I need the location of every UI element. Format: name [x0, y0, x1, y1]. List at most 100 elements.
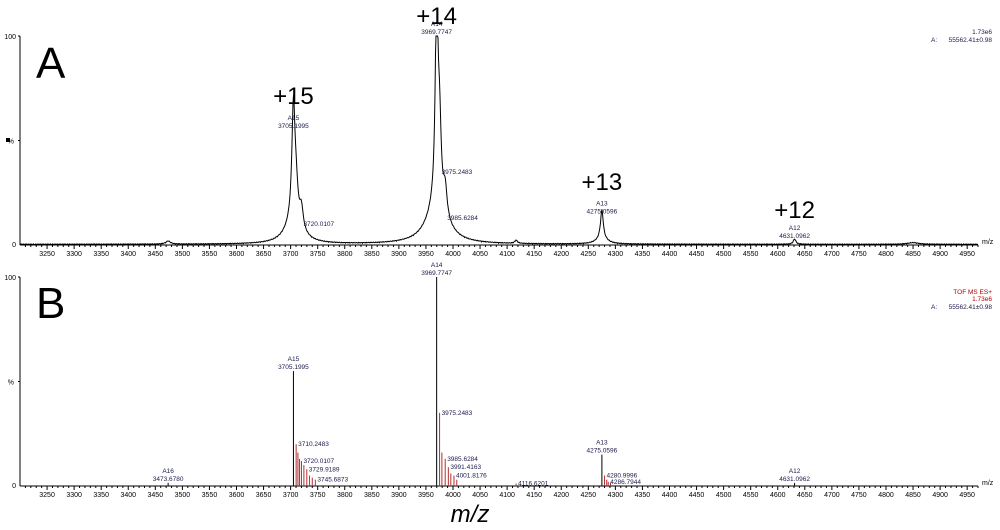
x-tick-label: 4450 — [689, 251, 705, 258]
x-tick-label: 3950 — [418, 251, 434, 258]
mass-label-key: A: — [931, 304, 937, 311]
peak-label: A14 — [431, 262, 443, 269]
x-tick-label: 3750 — [310, 492, 326, 499]
x-tick-label: 3500 — [175, 251, 191, 258]
peak-label: A12 — [789, 225, 801, 232]
y-unit-label: % — [8, 139, 14, 146]
x-tick-label: 3900 — [391, 492, 407, 499]
charge-state-label: +14 — [416, 3, 457, 30]
x-tick-label: 3900 — [391, 251, 407, 258]
peak-label: A13 — [596, 201, 608, 208]
x-tick-label: 3250 — [39, 492, 55, 499]
peak-label: 4275.0596 — [587, 209, 618, 216]
y-unit-label: % — [8, 380, 14, 387]
mass-label-value: 55562.41±0.98 — [949, 304, 993, 311]
peak-label: 3985.6284 — [447, 215, 478, 222]
x-tick-label: 4000 — [445, 251, 461, 258]
x-tick-label: 3950 — [418, 492, 434, 499]
peak-label: 4116.6201 — [518, 480, 549, 487]
x-tick-label: 4350 — [635, 492, 651, 499]
x-tick-label: 4950 — [959, 251, 975, 258]
x-tick-label: 4900 — [932, 251, 948, 258]
x-tick-label: 4750 — [851, 492, 867, 499]
x-tick-label: 4500 — [716, 251, 732, 258]
x-tick-label: 4400 — [662, 251, 678, 258]
x-tick-label: 4950 — [959, 492, 975, 499]
x-tick-label: 3750 — [310, 251, 326, 258]
x-tick-label: 4350 — [635, 251, 651, 258]
x-tick-label: 4050 — [472, 492, 488, 499]
x-tick-label: 4800 — [878, 251, 894, 258]
x-tick-label: 4450 — [689, 492, 705, 499]
x-tick-label: 3350 — [93, 251, 109, 258]
x-tick-label: 3700 — [283, 251, 299, 258]
panel-a: A 100% 0 3250 3300 3350 3400 3450 3500 3550 3600 36… — [4, 3, 993, 258]
peak-label: 3969.7747 — [421, 29, 452, 36]
x-tick-label: 3650 — [256, 251, 272, 258]
x-tick-label: 3450 — [148, 492, 164, 499]
x-tick-label: 3700 — [283, 492, 299, 499]
peak-label: A13 — [596, 440, 608, 447]
x-tick-label: 4650 — [797, 251, 813, 258]
x-tick-label: 3800 — [337, 251, 353, 258]
x-tick-label: 4100 — [499, 492, 515, 499]
x-tick-label: 4300 — [608, 492, 624, 499]
x-tick-label: 4850 — [905, 251, 921, 258]
peak-label: A16 — [162, 468, 174, 475]
peak-label: 3969.7747 — [421, 270, 452, 277]
peak-label: 4286.7944 — [610, 479, 641, 486]
x-tick-label: 4750 — [851, 251, 867, 258]
charge-state-label: +13 — [582, 169, 623, 196]
x-tick-label: 4200 — [553, 492, 569, 499]
x-tick-label: 3400 — [120, 492, 136, 499]
x-tick-label: 4800 — [878, 492, 894, 499]
peak-label: 4001.8176 — [456, 473, 487, 480]
x-tick-label: 3600 — [229, 251, 245, 258]
peak-label: 3720.0107 — [303, 458, 334, 465]
x-tick-label: 3350 — [93, 492, 109, 499]
x-tick-label: 3850 — [364, 492, 380, 499]
panel-b: B 100% 0 3250 3300 3350 3400 3450 3500 3550 3600 36… — [4, 262, 993, 499]
x-tick-label: 4300 — [608, 251, 624, 258]
peak-label: A14 — [431, 21, 443, 28]
intensity-label: 1.73e6 — [972, 29, 992, 36]
x-tick-label: 3650 — [256, 492, 272, 499]
x-tick-label: 4550 — [743, 251, 759, 258]
charge-state-label: +12 — [774, 197, 815, 224]
x-tick-label: 3550 — [202, 492, 218, 499]
x-unit-label: m/z — [982, 239, 994, 246]
spectrum-trace — [19, 35, 979, 246]
charge-state-label: +15 — [273, 83, 314, 110]
peak-label: 3705.1995 — [278, 364, 309, 371]
peak-label: 3975.2483 — [442, 410, 473, 417]
peak-label: 3985.6284 — [447, 456, 478, 463]
x-tick-label: 3300 — [66, 492, 82, 499]
x-tick-label: 4550 — [743, 492, 759, 499]
panel-letter: A — [36, 39, 66, 88]
x-tick-label: 3550 — [202, 251, 218, 258]
peak-label: 3720.0107 — [303, 221, 334, 228]
x-tick-label: 4900 — [932, 492, 948, 499]
x-tick-label: 3300 — [66, 251, 82, 258]
x-tick-label: 4700 — [824, 492, 840, 499]
x-tick-label: 4100 — [499, 251, 515, 258]
peak-label: 3705.1995 — [278, 123, 309, 130]
x-tick-label: 3600 — [229, 492, 245, 499]
x-tick-label: 3250 — [39, 251, 55, 258]
x-tick-label: 4150 — [526, 492, 542, 499]
mass-label-value: 55562.41±0.98 — [949, 37, 993, 44]
x-tick-label: 3500 — [175, 492, 191, 499]
mass-label-key: A: — [931, 37, 937, 44]
peak-label: 3729.9189 — [309, 466, 340, 473]
peak-label: 3710.2483 — [298, 441, 329, 448]
peak-label: 3991.4163 — [450, 464, 481, 471]
peak-label: 3975.2483 — [442, 169, 473, 176]
x-tick-label: 4400 — [662, 492, 678, 499]
x-tick-label: 3450 — [148, 251, 164, 258]
x-tick-label: 4600 — [770, 251, 786, 258]
peak-label: 3473.6780 — [153, 476, 184, 483]
peak-label: 4280.9996 — [607, 473, 638, 480]
x-tick-label: 4200 — [553, 251, 569, 258]
peak-label: 4275.0596 — [587, 448, 618, 455]
